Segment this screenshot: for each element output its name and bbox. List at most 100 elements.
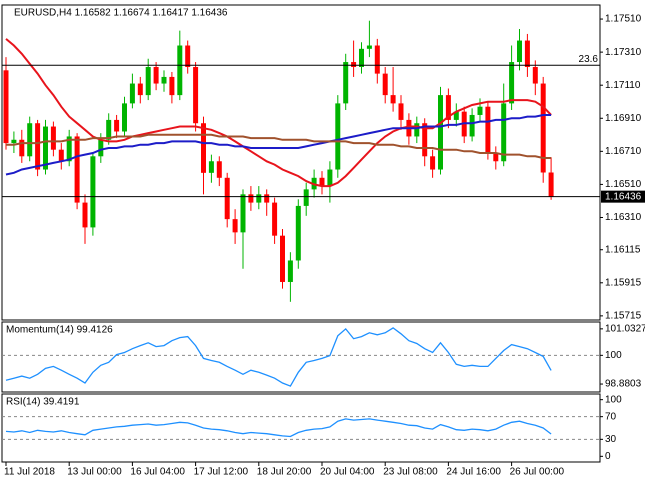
candle-body — [422, 123, 428, 157]
candle-body — [82, 202, 88, 228]
y-tick-label: 1.16310 — [605, 212, 642, 223]
candle-body — [216, 161, 222, 178]
candle-body — [438, 95, 443, 170]
candle-body — [548, 172, 554, 197]
candle-body — [232, 219, 238, 233]
candle-body — [11, 139, 17, 144]
candle-body — [390, 95, 396, 104]
x-tick-label: 20 Jul 04:00 — [320, 467, 375, 478]
candle-body — [129, 83, 135, 104]
y-tick-label: 1.15915 — [605, 277, 642, 288]
pane-title: Momentum(14) 99.4126 — [6, 325, 113, 336]
y-tick-label: 1.17110 — [605, 80, 641, 91]
candle-body — [98, 139, 104, 157]
x-tick-label: 26 Jul 00:00 — [510, 467, 565, 478]
y-tick-label: 0 — [605, 451, 611, 462]
candle-body — [524, 40, 530, 68]
y-tick-label: 70 — [605, 411, 617, 422]
y-tick-label: 1.16910 — [605, 113, 642, 124]
indicator-line — [5, 418, 552, 438]
candle-body — [501, 103, 507, 162]
candle-body — [74, 136, 80, 203]
fib-level-label: 23.6 — [579, 54, 599, 65]
candle-body — [114, 119, 120, 132]
candle-body — [90, 156, 96, 228]
candle-body — [359, 48, 364, 68]
candle-body — [66, 136, 72, 162]
candle-body — [327, 169, 333, 187]
y-tick-label: 30 — [605, 434, 617, 445]
candle-body — [50, 126, 56, 150]
candle-body — [137, 83, 143, 96]
candle-body — [445, 95, 451, 120]
candle-body — [414, 123, 420, 137]
price-label: 1.16436 — [605, 191, 642, 202]
candle-body — [374, 45, 380, 74]
pane-title: RSI(14) 39.4191 — [6, 397, 80, 408]
indicator-line — [5, 327, 552, 387]
candle-body — [517, 40, 522, 63]
x-tick-label: 11 Jul 2018 — [4, 467, 55, 478]
candle-body — [453, 111, 459, 120]
candle-body — [145, 67, 151, 96]
price-box — [601, 190, 645, 203]
y-tick-label: 98.8803 — [605, 379, 642, 390]
candle-body — [256, 194, 262, 203]
candle-body — [169, 76, 175, 96]
x-tick-label: 13 Jul 00:00 — [67, 467, 122, 478]
pane-title: EURUSD,H4 1.16582 1.16674 1.16417 1.1643… — [14, 8, 228, 19]
candle-body — [280, 235, 285, 282]
y-tick-label: 1.16710 — [605, 146, 642, 157]
y-tick-label: 1.16115 — [605, 244, 641, 255]
candle-body — [264, 194, 270, 203]
candle-body — [3, 70, 9, 144]
candle-body — [201, 123, 206, 173]
candle-body — [540, 83, 546, 173]
candle-body — [224, 177, 230, 220]
candle-body — [335, 103, 341, 170]
y-tick-label: 101.0327 — [605, 323, 645, 334]
pane — [1, 321, 601, 393]
x-tick-label: 24 Jul 16:00 — [446, 467, 501, 478]
candle-body — [35, 123, 41, 170]
y-tick-label: 100 — [605, 350, 622, 361]
y-tick-label: 1.15715 — [605, 311, 642, 322]
candle-body — [469, 114, 475, 137]
candle-body — [272, 202, 278, 236]
y-tick-label: 1.17510 — [605, 14, 642, 25]
x-tick-label: 17 Jul 12:00 — [194, 467, 249, 478]
candle-body — [240, 194, 246, 233]
candle-body — [106, 119, 112, 140]
candle-body — [477, 106, 483, 115]
x-tick-label: 18 Jul 20:00 — [257, 467, 312, 478]
candle-body — [366, 45, 372, 49]
candle-body — [177, 45, 183, 96]
y-tick-label: 100 — [605, 394, 622, 405]
candle-body — [485, 106, 491, 153]
y-tick-label: 1.17310 — [605, 47, 642, 58]
y-tick-label: 1.16510 — [605, 179, 642, 190]
candle-body — [343, 62, 349, 104]
candle-body — [193, 67, 199, 124]
candle-body — [161, 76, 167, 84]
pane — [1, 4, 601, 321]
candle-body — [509, 62, 515, 104]
candle-body — [398, 103, 404, 120]
candle-body — [58, 149, 64, 162]
candle-body — [532, 67, 538, 84]
candle-body — [303, 189, 309, 206]
candle-body — [295, 205, 301, 261]
candle-body — [351, 62, 357, 68]
candle-body — [122, 103, 127, 132]
candle-body — [185, 45, 191, 68]
x-tick-label: 16 Jul 04:00 — [130, 467, 185, 478]
x-tick-label: 23 Jul 08:00 — [383, 467, 438, 478]
candle-body — [153, 67, 159, 84]
candle-body — [382, 73, 388, 96]
candle-body — [208, 161, 214, 173]
candle-body — [493, 152, 499, 162]
candle-body — [287, 260, 293, 282]
pane — [1, 393, 601, 463]
candle-body — [27, 123, 33, 157]
